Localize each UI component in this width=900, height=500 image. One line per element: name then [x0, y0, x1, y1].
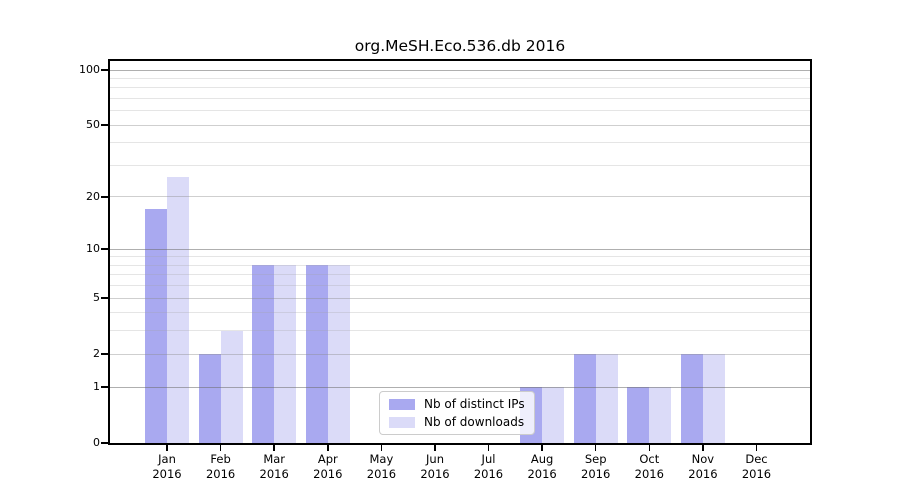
- gridline-10: [110, 248, 810, 250]
- y-tick-label-20: 20: [86, 189, 100, 203]
- y-tick-10: [101, 248, 108, 250]
- gridline-90: [110, 77, 810, 79]
- y-tick-label-5: 5: [93, 291, 100, 305]
- gridline-100: [110, 69, 810, 71]
- y-tick-label-0: 0: [93, 436, 100, 449]
- x-tick-label-aug: Aug 2016: [527, 452, 557, 481]
- bar-distinct-ips-oct: [627, 387, 650, 443]
- x-tick-apr: [327, 445, 329, 451]
- x-tick-label-may: May 2016: [366, 452, 397, 481]
- x-tick-label-dec: Dec 2016: [741, 452, 772, 481]
- legend-label-distinct-ips: Nb of distinct IPs: [424, 396, 525, 411]
- gridline-5: [110, 297, 810, 299]
- y-tick-0: [101, 442, 108, 444]
- bar-distinct-ips-apr: [305, 265, 328, 443]
- bar-distinct-ips-feb: [198, 354, 221, 443]
- x-tick-label-mar: Mar 2016: [259, 452, 289, 481]
- y-tick-label-2: 2: [93, 347, 100, 361]
- gridline-1: [110, 386, 810, 388]
- bar-distinct-ips-mar: [252, 265, 275, 443]
- legend-label-downloads: Nb of downloads: [424, 414, 525, 429]
- bar-distinct-ips-nov: [680, 354, 703, 443]
- bar-downloads-mar: [274, 265, 297, 443]
- x-tick-may: [380, 445, 383, 451]
- y-tick-1: [101, 386, 108, 388]
- bar-downloads-jan: [167, 176, 189, 443]
- bar-downloads-nov: [702, 354, 725, 443]
- bar-downloads-sep: [595, 354, 618, 443]
- bar-downloads-apr: [327, 265, 350, 443]
- x-tick-sep: [594, 445, 597, 451]
- legend-item-downloads: Nb of downloads: [389, 414, 525, 430]
- y-tick-100: [101, 69, 108, 71]
- x-tick-label-jan: Jan 2016: [152, 452, 182, 481]
- bar-distinct-ips-sep: [573, 354, 596, 443]
- gridline-30: [110, 164, 810, 166]
- legend: Nb of distinct IPs Nb of downloads: [379, 391, 535, 435]
- x-tick-dec: [755, 445, 758, 451]
- gridline-60: [110, 110, 810, 112]
- y-tick-2: [101, 353, 108, 355]
- gridline-3: [110, 330, 810, 332]
- y-tick-50: [101, 124, 108, 126]
- x-tick-label-apr: Apr 2016: [313, 452, 343, 481]
- x-tick-oct: [648, 445, 651, 451]
- y-tick-label-50: 50: [86, 118, 100, 132]
- x-tick-label-jul: Jul 2016: [473, 452, 504, 481]
- x-tick-label-jun: Jun 2016: [420, 452, 450, 481]
- x-tick-label-feb: Feb 2016: [205, 452, 236, 481]
- gridline-2: [110, 353, 810, 355]
- bar-downloads-aug: [542, 387, 565, 443]
- gridline-4: [110, 312, 810, 314]
- gridline-20: [110, 196, 810, 198]
- bar-distinct-ips-jan: [145, 209, 167, 443]
- x-tick-jan: [166, 445, 168, 451]
- legend-swatch-distinct-ips-icon: [389, 398, 415, 410]
- x-tick-jun: [434, 445, 436, 451]
- y-tick-20: [101, 196, 108, 198]
- y-tick-label-1: 1: [93, 380, 100, 393]
- x-tick-label-nov: Nov 2016: [688, 452, 718, 481]
- gridline-50: [110, 124, 810, 126]
- x-tick-jul: [487, 445, 490, 451]
- bar-downloads-oct: [649, 387, 672, 443]
- gridline-8: [110, 264, 810, 266]
- x-tick-mar: [273, 445, 275, 451]
- x-tick-label-oct: Oct 2016: [634, 452, 664, 481]
- legend-swatch-downloads-icon: [389, 416, 415, 428]
- y-tick-label-100: 100: [79, 63, 100, 76]
- plot-area: [110, 61, 810, 443]
- y-tick-5: [101, 297, 108, 299]
- gridline-80: [110, 87, 810, 89]
- gridline-70: [110, 97, 810, 99]
- x-tick-feb: [219, 445, 222, 451]
- legend-item-distinct-ips: Nb of distinct IPs: [389, 396, 525, 412]
- x-tick-aug: [541, 445, 543, 451]
- y-tick-label-10: 10: [86, 242, 100, 256]
- gridline-40: [110, 142, 810, 144]
- x-tick-label-sep: Sep 2016: [581, 452, 611, 481]
- x-tick-nov: [702, 445, 704, 451]
- gridline-7: [110, 274, 810, 276]
- chart-title: org.MeSH.Eco.536.db 2016: [354, 37, 566, 55]
- gridline-6: [110, 285, 810, 287]
- gridline-9: [110, 256, 810, 258]
